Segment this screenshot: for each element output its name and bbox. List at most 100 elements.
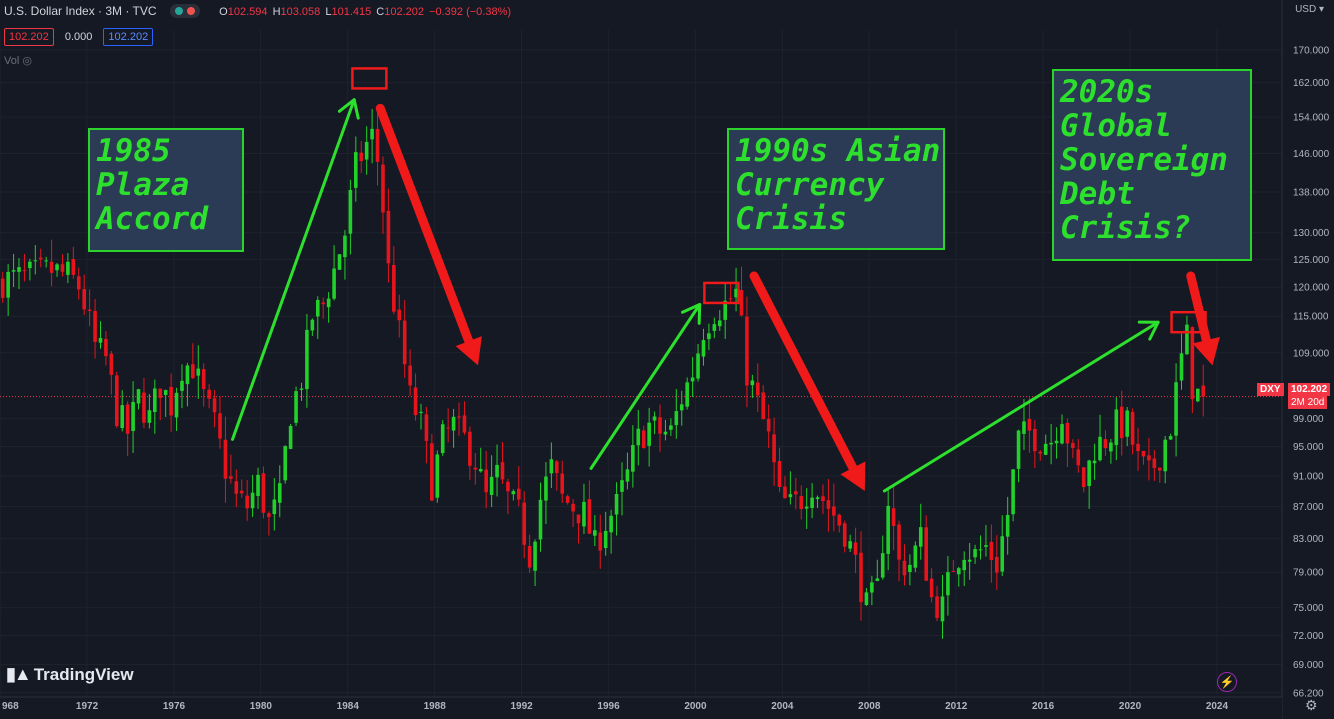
candle-body	[28, 261, 32, 269]
peak-highlight-box	[1170, 310, 1207, 334]
candle-body	[940, 596, 945, 622]
candle-body	[685, 382, 689, 407]
candle-body	[1011, 469, 1015, 515]
candle-body	[723, 300, 727, 320]
candle-body	[696, 353, 700, 379]
price-axis[interactable]: 170.000 162.000 154.000 146.000 138.000 130.0…	[1281, 0, 1334, 719]
candle-body	[375, 128, 380, 162]
sell-price-box[interactable]: 102.202	[4, 28, 54, 46]
buy-price-box[interactable]: 102.202	[103, 28, 154, 46]
candle-body	[1092, 460, 1097, 464]
candle-body	[544, 476, 548, 501]
candle-body	[772, 434, 776, 463]
candle-body	[1027, 418, 1032, 431]
candle-body	[766, 418, 771, 432]
candle-body	[826, 500, 831, 509]
candle-body	[1081, 467, 1086, 488]
candle-body	[625, 469, 630, 482]
candle-body	[848, 541, 852, 549]
trend-arrow-head	[680, 302, 702, 325]
candle-body	[853, 542, 858, 555]
candle-body	[76, 276, 81, 290]
candle-body	[707, 333, 711, 340]
trend-arrow-line	[230, 98, 356, 441]
candle-body	[413, 387, 418, 416]
candle-body	[1049, 442, 1053, 445]
candle-body	[967, 559, 972, 562]
time-tick-label: 1984	[337, 701, 360, 712]
annotation-asian-crisis: 1990s Asian Currency Crisis	[727, 128, 945, 250]
candle-body	[22, 270, 27, 272]
candle-body	[609, 515, 613, 533]
trend-arrow-head	[1192, 336, 1220, 366]
candle-body	[277, 483, 282, 503]
candle-body	[0, 278, 5, 298]
candle-body	[33, 260, 38, 262]
candle-body	[38, 257, 43, 260]
candle-body	[185, 365, 190, 385]
candlestick-series	[0, 106, 1206, 639]
price-tick-label: 79.000	[1293, 568, 1324, 579]
candle-body	[1033, 428, 1037, 452]
tradingview-logo[interactable]: ▮▲ TradingView	[6, 664, 134, 685]
candle-body	[527, 546, 532, 568]
currency-label[interactable]: USD ▾	[1295, 4, 1324, 15]
candle-body	[777, 461, 782, 488]
close-value: 102.202	[384, 6, 425, 18]
candle-body	[1000, 536, 1005, 572]
candle-body	[381, 164, 385, 213]
candle-body	[408, 365, 412, 386]
candle-body	[419, 411, 423, 413]
candle-body	[1060, 424, 1064, 444]
candle-body	[370, 128, 374, 140]
candle-body	[196, 368, 201, 376]
trend-arrows	[230, 98, 1220, 493]
volume-indicator[interactable]: Vol ◎	[4, 54, 32, 67]
time-axis[interactable]: 968 1972 1976 1980 1984 1988 1992 1996 2000 2004 2…	[0, 696, 1282, 719]
candle-body	[1022, 421, 1026, 434]
time-tick-label: 2016	[1032, 701, 1055, 712]
candle-body	[978, 549, 983, 551]
candle-body	[620, 480, 624, 492]
trend-arrow-head	[455, 336, 482, 366]
candle-body	[1065, 422, 1070, 444]
candle-body	[142, 392, 146, 423]
candle-body	[908, 564, 912, 573]
candle-body	[1196, 388, 1200, 402]
price-tick-label: 99.000	[1293, 414, 1324, 425]
candle-body	[180, 380, 184, 391]
settings-gear-icon[interactable]: ⚙	[1305, 697, 1318, 713]
candle-body	[1098, 436, 1102, 461]
candle-body	[571, 503, 575, 512]
candle-body	[402, 320, 407, 365]
candle-body	[1201, 385, 1206, 397]
price-badge-price: 102.202	[1288, 383, 1331, 396]
high-value: 103.058	[280, 6, 321, 18]
candle-body	[495, 464, 499, 478]
candle-body	[761, 392, 766, 420]
time-tick-label: 2000	[684, 701, 707, 712]
close-label: C	[376, 6, 385, 18]
candle-body	[392, 265, 396, 312]
candle-body	[348, 190, 353, 234]
candle-body	[131, 401, 135, 432]
candle-body	[902, 560, 907, 576]
candle-body	[229, 476, 233, 479]
candle-body	[750, 380, 755, 386]
candle-body	[516, 488, 521, 500]
time-tick-label: 1992	[510, 701, 533, 712]
eye-hidden-icon[interactable]: ◎	[22, 55, 32, 67]
candle-body	[783, 486, 787, 499]
candle-body	[424, 414, 429, 441]
symbol-title[interactable]: U.S. Dollar Index · 3M · TVC	[4, 4, 157, 18]
price-tick-label: 154.000	[1293, 113, 1330, 124]
price-tick-label: 109.000	[1293, 348, 1330, 359]
candle-body	[163, 390, 168, 396]
time-tick-label: 2024	[1206, 701, 1229, 712]
lightning-icon[interactable]: ⚡	[1217, 672, 1237, 692]
candle-body	[690, 377, 695, 382]
price-tick-label: 87.000	[1293, 502, 1324, 513]
candle-body	[440, 424, 445, 454]
candle-body	[435, 454, 440, 498]
